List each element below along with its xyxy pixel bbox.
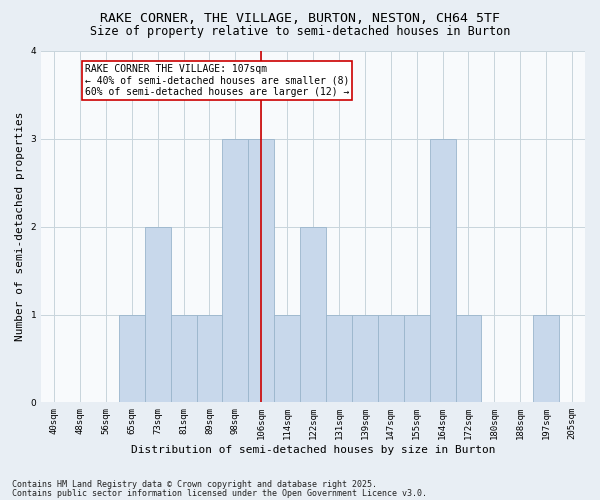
Bar [404,314,430,402]
Bar [248,139,274,402]
X-axis label: Distribution of semi-detached houses by size in Burton: Distribution of semi-detached houses by … [131,445,496,455]
Bar [170,314,197,402]
Text: RAKE CORNER THE VILLAGE: 107sqm
← 40% of semi-detached houses are smaller (8)
60: RAKE CORNER THE VILLAGE: 107sqm ← 40% of… [85,64,350,98]
Bar [274,314,300,402]
Bar [326,314,352,402]
Bar [455,314,481,402]
Bar [119,314,145,402]
Text: Size of property relative to semi-detached houses in Burton: Size of property relative to semi-detach… [90,25,510,38]
Bar [197,314,223,402]
Bar [223,139,248,402]
Text: Contains HM Land Registry data © Crown copyright and database right 2025.: Contains HM Land Registry data © Crown c… [12,480,377,489]
Y-axis label: Number of semi-detached properties: Number of semi-detached properties [15,112,25,342]
Bar [378,314,404,402]
Bar [430,139,455,402]
Text: Contains public sector information licensed under the Open Government Licence v3: Contains public sector information licen… [12,488,427,498]
Bar [352,314,378,402]
Text: RAKE CORNER, THE VILLAGE, BURTON, NESTON, CH64 5TF: RAKE CORNER, THE VILLAGE, BURTON, NESTON… [100,12,500,26]
Bar [145,226,170,402]
Bar [533,314,559,402]
Bar [300,226,326,402]
